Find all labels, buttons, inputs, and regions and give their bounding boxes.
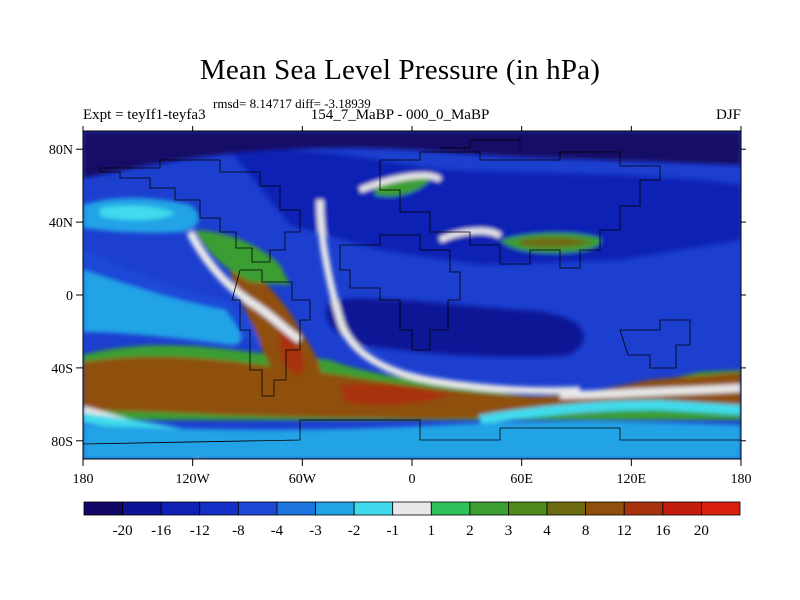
x-tick-label: 120W	[176, 472, 211, 487]
colorbar-label: 1	[428, 523, 436, 539]
colorbar-label: -20	[113, 523, 133, 539]
zero-line-pacific	[186, 230, 303, 344]
arctic-deep	[83, 131, 741, 178]
colorbar-swatch	[237, 501, 278, 516]
y-tick-label: 40N	[49, 216, 73, 231]
southern-high-max	[340, 384, 450, 405]
colorbar-label: -12	[190, 523, 210, 539]
colorbar-label: 2	[466, 523, 474, 539]
y-tick-label: 0	[66, 289, 73, 304]
colorbar-label: 12	[617, 523, 632, 539]
x-tick-label: 180	[731, 472, 752, 487]
europe-high	[375, 175, 430, 197]
colorbar-swatch	[701, 501, 741, 516]
colorbar-label: 16	[655, 523, 671, 539]
axis-ticks: 180 120W 60W 0 60E 120E 180 80N 40N 0 40S 80S	[49, 126, 752, 487]
colorbar-label: 20	[694, 523, 709, 539]
colorbar-swatch	[392, 501, 432, 516]
experiment-label: Expt = teyIf1-teyfa3	[83, 107, 206, 123]
y-tick-label: 80N	[49, 143, 73, 158]
coastlines	[83, 139, 741, 445]
north-america-high	[195, 230, 290, 285]
colorbar-label: 3	[505, 523, 513, 539]
colorbar-swatch	[353, 501, 394, 516]
season-label: DJF	[715, 107, 741, 123]
colorbar-swatch	[508, 501, 548, 516]
south-polar-light	[83, 421, 741, 459]
colorbar-swatch	[122, 501, 162, 516]
period-label: 154_7_MaBP - 000_0_MaBP	[310, 107, 490, 123]
colorbar-label: 4	[543, 523, 551, 539]
colorbar-label: -8	[232, 523, 245, 539]
zero-line-asia	[358, 172, 502, 243]
colorbar-label: -4	[271, 523, 284, 539]
y-tick-label: 80S	[51, 435, 73, 450]
y-tick-label: 40S	[51, 362, 73, 377]
colorbar-swatch	[546, 501, 587, 516]
x-tick-label: 60W	[289, 472, 317, 487]
tropical-pacific-light	[83, 270, 242, 345]
colorbar-swatch	[160, 501, 201, 516]
colorbar-swatch	[83, 501, 123, 516]
north-pacific-cyan	[100, 205, 175, 221]
zero-line-atlantic	[316, 199, 581, 395]
x-tick-label: 0	[409, 472, 416, 487]
x-tick-label: 60E	[510, 472, 533, 487]
colorbar-swatch	[585, 501, 625, 516]
stats-label: rmsd= 8.14717 diff= -3.18939	[213, 96, 371, 111]
colorbar-swatch	[430, 501, 471, 516]
colorbar-label: -1	[386, 523, 399, 539]
x-tick-label: 120E	[617, 472, 647, 487]
central-asia-high-core	[520, 237, 592, 248]
colorbar-label: 8	[582, 523, 590, 539]
indian-ocean-deep	[326, 298, 584, 357]
colorbar-swatch	[662, 501, 702, 516]
colorbar-swatch	[623, 501, 664, 516]
north-atlantic-deep	[230, 149, 741, 265]
chart-title: Mean Sea Level Pressure (in hPa)	[199, 54, 601, 86]
x-tick-label: 180	[73, 472, 94, 487]
colorbar-swatch	[276, 501, 316, 516]
colorbar-label: -16	[151, 523, 171, 539]
colorbar: -20 -16 -12 -8 -4 -3 -2 -1 1 2 3 4 8 12 16 20	[83, 501, 741, 539]
colorbar-label: -3	[309, 523, 322, 539]
colorbar-swatch	[315, 501, 355, 516]
colorbar-swatch	[199, 501, 239, 516]
colorbar-swatch	[469, 501, 509, 516]
colorbar-label: -2	[348, 523, 361, 539]
